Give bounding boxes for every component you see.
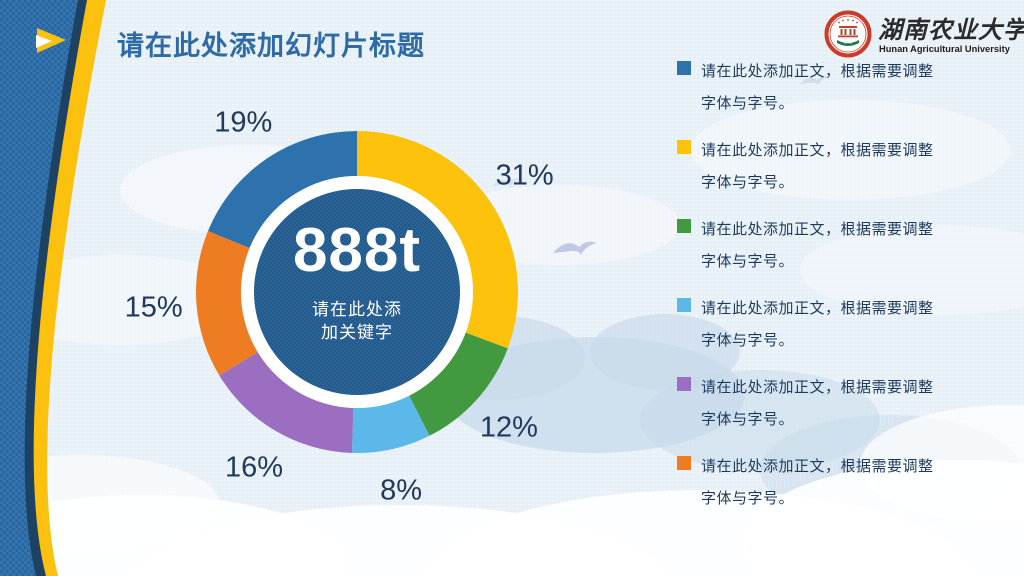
donut-segment-light-blue — [351, 395, 430, 453]
donut-segment-blue — [208, 131, 357, 249]
cloud-decor — [0, 100, 1024, 576]
donut-center-texture — [254, 189, 460, 395]
donut-chart — [196, 130, 519, 453]
bird-icon — [492, 76, 829, 255]
donut-segment-orange — [196, 230, 258, 376]
donut-segment-purple — [219, 352, 354, 453]
ribbon-arrow-icon — [36, 28, 66, 53]
left-ribbon-decor — [0, 0, 106, 576]
donut-segment-yellow — [357, 130, 519, 349]
donut-segment-green — [409, 332, 508, 436]
